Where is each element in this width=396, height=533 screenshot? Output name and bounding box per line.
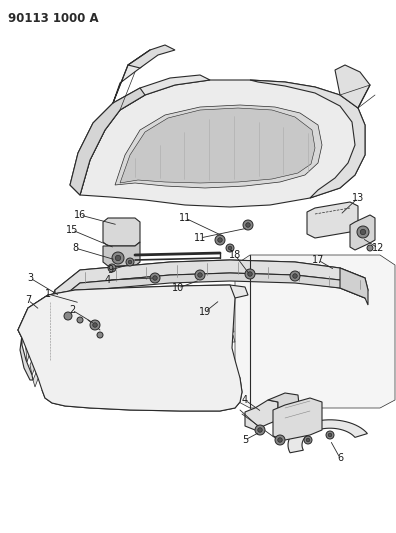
Circle shape: [293, 274, 297, 278]
Circle shape: [97, 332, 103, 338]
Circle shape: [243, 220, 253, 230]
Circle shape: [150, 273, 160, 283]
Polygon shape: [340, 268, 368, 305]
Polygon shape: [273, 398, 322, 440]
Circle shape: [112, 252, 124, 264]
Polygon shape: [335, 65, 370, 108]
Text: 13: 13: [352, 193, 364, 203]
Circle shape: [258, 428, 262, 432]
Circle shape: [290, 271, 300, 281]
Circle shape: [126, 258, 134, 266]
Text: 11: 11: [179, 213, 191, 223]
Circle shape: [278, 438, 282, 442]
Circle shape: [108, 264, 116, 272]
Circle shape: [128, 260, 132, 264]
Text: 6: 6: [337, 453, 343, 463]
Text: 11: 11: [194, 233, 206, 243]
Text: 9: 9: [107, 265, 113, 275]
Circle shape: [77, 317, 83, 323]
Circle shape: [248, 272, 252, 276]
Text: 1: 1: [45, 289, 51, 299]
Polygon shape: [307, 202, 358, 238]
Text: 10: 10: [172, 283, 184, 293]
Text: 18: 18: [229, 250, 241, 260]
Polygon shape: [30, 322, 234, 375]
Circle shape: [304, 436, 312, 444]
Text: 15: 15: [66, 225, 78, 235]
Polygon shape: [55, 260, 365, 303]
Circle shape: [153, 276, 157, 280]
Polygon shape: [80, 80, 365, 207]
Polygon shape: [288, 420, 367, 453]
Circle shape: [228, 246, 232, 250]
Text: 5: 5: [242, 435, 248, 445]
Circle shape: [326, 431, 334, 439]
Circle shape: [357, 226, 369, 238]
Polygon shape: [70, 88, 145, 195]
Polygon shape: [18, 285, 248, 338]
Polygon shape: [245, 400, 278, 430]
Polygon shape: [350, 215, 375, 250]
Polygon shape: [103, 218, 140, 246]
Polygon shape: [120, 108, 315, 183]
Text: 4: 4: [242, 395, 248, 405]
Circle shape: [255, 425, 265, 435]
Polygon shape: [55, 273, 365, 311]
Circle shape: [215, 235, 225, 245]
Circle shape: [90, 320, 100, 330]
Circle shape: [367, 245, 373, 251]
Polygon shape: [18, 295, 50, 380]
Circle shape: [198, 273, 202, 277]
Text: 7: 7: [25, 295, 31, 305]
Polygon shape: [268, 393, 300, 420]
Polygon shape: [25, 300, 233, 350]
Circle shape: [218, 238, 222, 243]
Circle shape: [306, 438, 310, 442]
Polygon shape: [42, 370, 242, 411]
Text: 16: 16: [74, 210, 86, 220]
Polygon shape: [113, 50, 155, 103]
Polygon shape: [33, 335, 235, 387]
Polygon shape: [250, 80, 365, 198]
Circle shape: [275, 435, 285, 445]
Polygon shape: [103, 242, 140, 266]
Polygon shape: [50, 260, 368, 308]
Text: 3: 3: [27, 273, 33, 283]
Circle shape: [328, 433, 332, 437]
Circle shape: [246, 223, 250, 227]
Circle shape: [64, 312, 72, 320]
Circle shape: [245, 269, 255, 279]
Text: 8: 8: [72, 243, 78, 253]
Polygon shape: [128, 45, 175, 68]
Polygon shape: [235, 255, 395, 408]
Circle shape: [360, 229, 366, 235]
Text: 2: 2: [69, 305, 75, 315]
Text: 12: 12: [372, 243, 384, 253]
Polygon shape: [115, 105, 322, 188]
Circle shape: [115, 255, 121, 261]
Text: 4: 4: [105, 275, 111, 285]
Circle shape: [226, 244, 234, 252]
Polygon shape: [70, 75, 210, 195]
Circle shape: [93, 323, 97, 327]
Text: 90113 1000 A: 90113 1000 A: [8, 12, 99, 25]
Circle shape: [195, 270, 205, 280]
Polygon shape: [26, 310, 233, 362]
Text: 17: 17: [312, 255, 324, 265]
Text: 19: 19: [199, 307, 211, 317]
Polygon shape: [18, 285, 242, 411]
